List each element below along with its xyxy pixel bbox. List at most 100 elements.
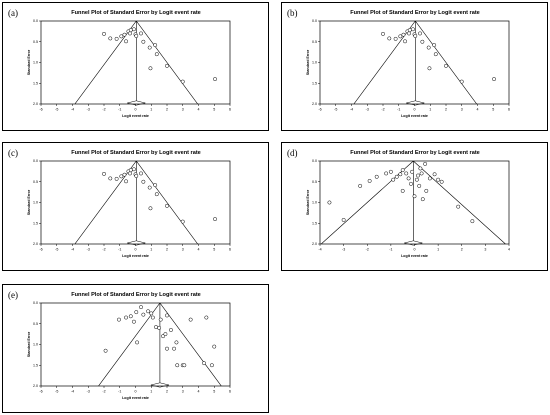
x-tick-label: -3	[342, 248, 345, 252]
y-axis-label: Standard Error	[27, 331, 31, 357]
x-tick-label: 3	[461, 108, 463, 112]
x-tick-label: 5	[492, 108, 494, 112]
study-point	[424, 188, 429, 193]
x-tick-label: -4	[318, 248, 321, 252]
panel-c: (c) Funnel Plot of Standard Error by Log…	[2, 142, 269, 271]
x-tick-label: -2	[366, 248, 369, 252]
y-tick-label: 1.5	[33, 81, 38, 85]
study-point	[122, 172, 127, 177]
x-tick-label: -1	[118, 390, 121, 394]
x-tick-label: -6	[318, 108, 321, 112]
x-tick-label: 4	[198, 108, 200, 112]
study-point	[175, 363, 180, 368]
study-point	[209, 363, 214, 368]
study-point	[456, 204, 461, 209]
x-tick-label: 3	[182, 248, 184, 252]
x-tick-label: -4	[350, 108, 353, 112]
study-point	[141, 179, 146, 184]
y-tick-label: 1.0	[312, 201, 317, 205]
x-tick-label: 2	[445, 108, 447, 112]
study-point	[174, 340, 179, 345]
x-tick-label: -1	[389, 248, 392, 252]
study-point	[119, 174, 124, 179]
study-point	[418, 166, 423, 171]
study-point	[165, 313, 169, 318]
study-point	[492, 77, 496, 82]
x-axis-label: Logit event rate	[401, 114, 428, 118]
y-tick-label: 1.5	[33, 363, 38, 367]
y-tick-label: 2.0	[312, 242, 317, 246]
study-point	[409, 181, 413, 186]
study-point	[119, 34, 124, 39]
study-point	[108, 176, 113, 181]
study-point	[400, 188, 405, 193]
x-axis-label: Logit event rate	[122, 254, 149, 258]
study-point	[418, 31, 422, 36]
funnel-line-right	[415, 21, 477, 104]
y-tick-label: 2.0	[33, 242, 38, 246]
study-point	[102, 31, 106, 36]
study-point	[165, 346, 169, 351]
x-tick-label: -2	[102, 248, 105, 252]
y-tick-label: 1.5	[312, 221, 317, 225]
y-tick-label: 0.0	[312, 19, 317, 23]
study-point	[139, 171, 143, 176]
study-point	[358, 183, 363, 188]
x-tick-label: 0	[135, 390, 137, 394]
x-tick-label: 1	[437, 248, 439, 252]
study-point	[154, 52, 159, 57]
study-point	[423, 161, 428, 166]
study-point	[153, 43, 158, 48]
x-tick-label: 6	[229, 108, 231, 112]
y-tick-label: 2.0	[33, 384, 38, 388]
pooled-estimate-diamond	[150, 382, 169, 388]
study-point	[147, 45, 152, 50]
study-point	[139, 305, 143, 310]
y-tick-label: 0.5	[33, 40, 38, 44]
x-tick-label: -3	[366, 108, 369, 112]
study-point	[391, 177, 396, 182]
study-point	[407, 28, 412, 33]
x-tick-label: -2	[102, 390, 105, 394]
study-point	[154, 325, 158, 330]
study-point	[114, 36, 119, 41]
study-point	[141, 39, 146, 44]
x-tick-label: 5	[213, 248, 215, 252]
y-tick-label: 1.5	[33, 221, 38, 225]
x-tick-label: 0	[414, 108, 416, 112]
x-tick-label: -3	[87, 108, 90, 112]
x-tick-label: -5	[55, 248, 58, 252]
x-tick-label: 4	[477, 108, 479, 112]
panel-a: (a) Funnel Plot of Standard Error by Log…	[2, 2, 269, 131]
x-axis-label: Logit event rate	[401, 254, 428, 258]
y-tick-label: 2.0	[33, 102, 38, 106]
study-point	[406, 176, 411, 181]
study-point	[154, 192, 159, 197]
funnel-plot-b: Funnel Plot of Standard Error by Logit e…	[306, 10, 510, 118]
study-point	[158, 317, 163, 322]
study-point	[114, 176, 119, 181]
x-tick-label: 0	[414, 248, 416, 252]
x-tick-label: 0	[135, 108, 137, 112]
study-point	[416, 173, 420, 178]
study-point	[165, 63, 169, 68]
study-point	[163, 332, 168, 337]
x-tick-label: 4	[508, 248, 510, 252]
study-point	[149, 311, 154, 316]
plot-frame	[319, 160, 510, 245]
study-point	[148, 206, 153, 211]
x-tick-label: -1	[397, 108, 400, 112]
study-point	[128, 314, 133, 319]
study-point	[202, 361, 206, 366]
study-point	[433, 52, 438, 57]
panel-e: (e) Funnel Plot of Standard Error by Log…	[2, 284, 269, 413]
y-axis-label: Standard Error	[306, 49, 310, 75]
x-tick-label: 4	[198, 390, 200, 394]
study-point	[393, 36, 398, 41]
funnel-line-left	[98, 303, 161, 386]
study-point	[148, 66, 153, 71]
study-point	[459, 79, 464, 84]
study-point	[407, 31, 411, 36]
x-tick-label: 5	[213, 108, 215, 112]
x-axis-label: Logit event rate	[122, 396, 149, 400]
